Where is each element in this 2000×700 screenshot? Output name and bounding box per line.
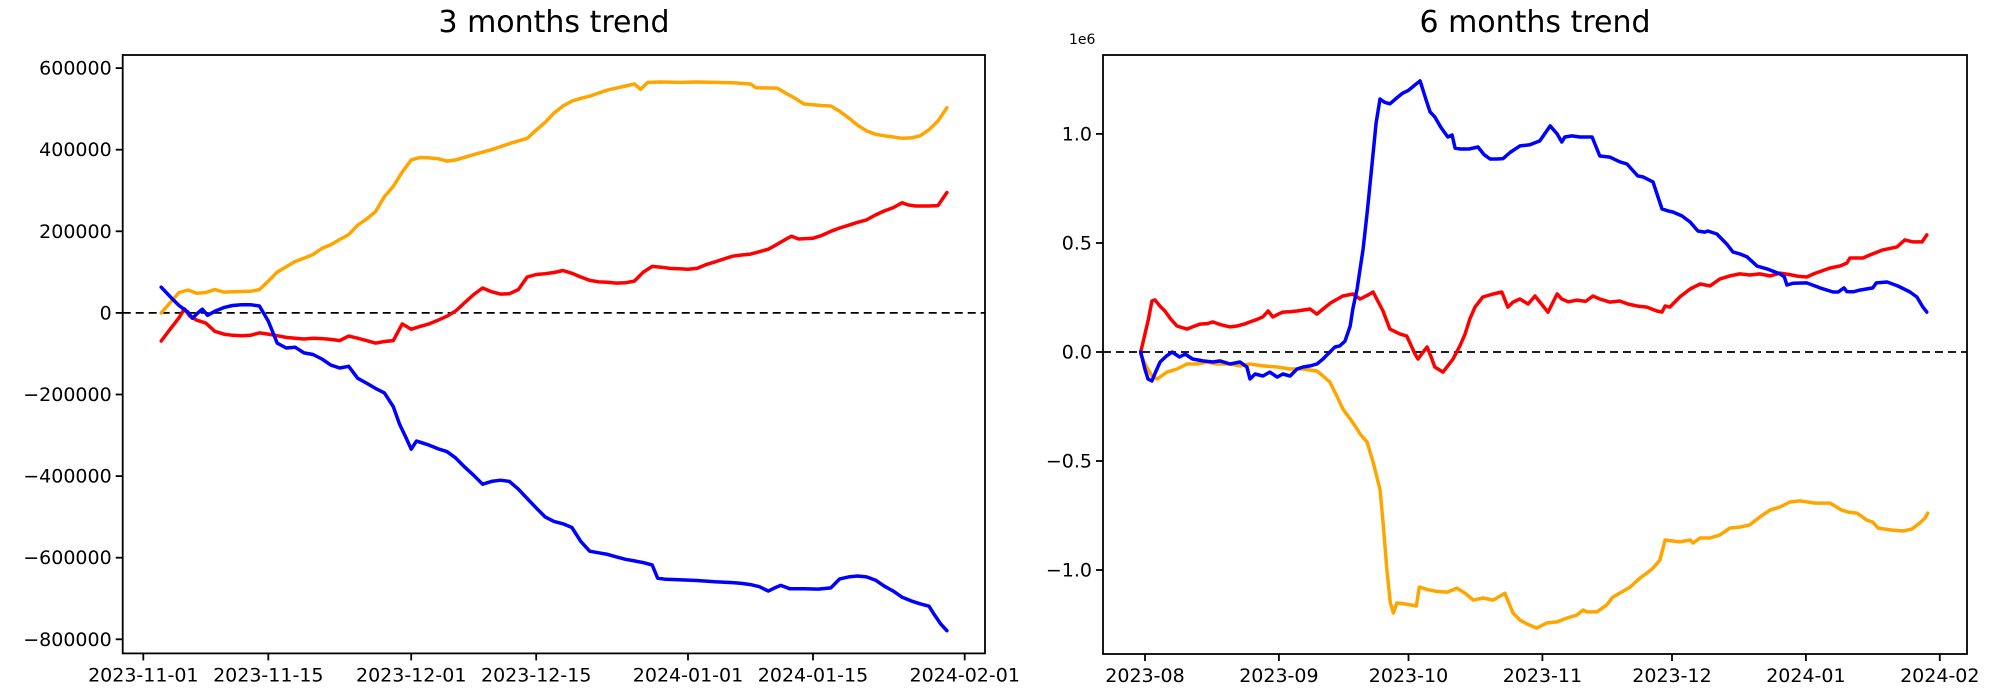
x-tick-label: 2024-01-01 (633, 664, 743, 686)
y-tick-label: −800000 (23, 629, 111, 651)
x-tick-label: 2023-12-15 (481, 664, 591, 686)
x-tick-label: 2023-10 (1369, 665, 1448, 687)
series-line-blue (1138, 79, 1929, 383)
x-tick-label: 2024-01 (1766, 665, 1845, 687)
y-tick-label: −1.0 (1046, 560, 1092, 582)
x-tick-label: 2023-11-01 (88, 664, 198, 686)
x-tick-label: 2024-01-15 (758, 664, 868, 686)
x-tick-label: 2023-11-15 (213, 664, 323, 686)
chart-title-3-months: 3 months trend (438, 5, 670, 40)
y-tick-label: 600000 (39, 58, 112, 80)
x-tick-label: 2023-11 (1503, 665, 1582, 687)
series-line-orange (159, 80, 949, 315)
y-tick-label: 0 (100, 302, 112, 324)
series-line-blue (159, 285, 949, 633)
series-line-orange (1138, 352, 1930, 630)
axes-spines (1102, 54, 1968, 655)
x-tick-label: 2024-02 (1900, 665, 1979, 687)
y-tick-label: 1.0 (1062, 123, 1092, 145)
y-tick-label: −0.5 (1046, 451, 1092, 473)
x-tick-label: 2023-08 (1105, 665, 1184, 687)
y-tick-label: 200000 (39, 221, 112, 243)
y-tick-label: −200000 (23, 384, 111, 406)
y-tick-label: 0.0 (1062, 342, 1092, 364)
x-tick-label: 2023-09 (1239, 665, 1318, 687)
series-line-red (159, 190, 949, 345)
x-tick-label: 2023-12 (1632, 665, 1711, 687)
y-tick-label: 400000 (39, 139, 112, 161)
x-tick-label: 2024-02-01 (909, 664, 1019, 686)
y-axis-offset-label: 1e6 (1069, 32, 1096, 48)
x-tick-label: 2023-12-01 (356, 664, 466, 686)
y-tick-label: 0.5 (1062, 233, 1092, 255)
y-tick-label: −600000 (23, 547, 111, 569)
y-tick-label: −400000 (23, 466, 111, 488)
axes-spines (121, 54, 986, 655)
chart-title-6-months: 6 months trend (1419, 5, 1651, 40)
series-line-red (1138, 233, 1929, 374)
